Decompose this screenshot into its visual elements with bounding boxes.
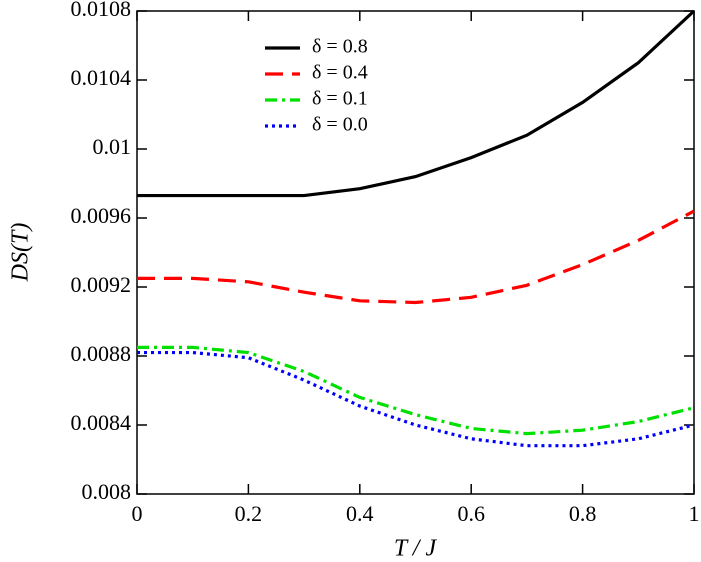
data-line — [137, 9, 696, 198]
plot-frame — [136, 10, 695, 495]
x-tick-label: 0.6 — [457, 501, 485, 526]
legend-label: δ = 0.0 — [312, 114, 368, 136]
y-tick-label: 0.0092 — [71, 272, 132, 297]
x-tick-label: 0.8 — [569, 501, 597, 526]
x-tick-label: 0 — [132, 501, 143, 526]
x-tick-label: 0.2 — [235, 501, 263, 526]
y-tick-label: 0.0096 — [71, 203, 132, 228]
y-tick-label: 0.01 — [93, 134, 132, 159]
legend-label: δ = 0.1 — [312, 88, 368, 110]
y-tick-label: 0.0084 — [71, 410, 132, 435]
y-axis-label: DS(T) — [8, 223, 34, 283]
x-tick-label: 1 — [689, 501, 700, 526]
x-tick-label: 0.4 — [346, 501, 374, 526]
legend-label: δ = 0.8 — [312, 36, 368, 58]
x-axis-label: T / J — [394, 536, 438, 562]
y-tick-label: 0.0104 — [71, 65, 132, 90]
data-line — [137, 209, 695, 305]
y-tick-label: 0.0088 — [71, 341, 132, 366]
data-line — [137, 345, 695, 436]
y-tick-label: 0.008 — [82, 479, 132, 504]
data-line — [137, 350, 695, 448]
legend-label: δ = 0.4 — [312, 62, 368, 84]
y-tick-label: 0.0108 — [71, 0, 132, 21]
